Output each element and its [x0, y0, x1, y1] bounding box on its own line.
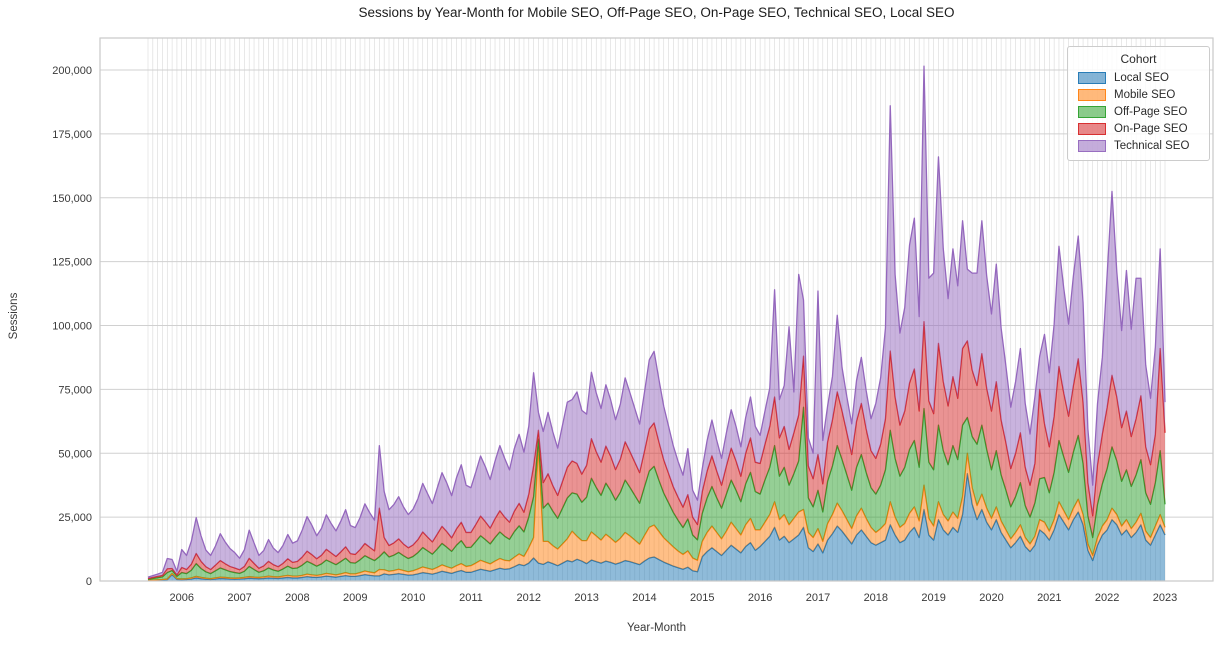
legend-item-off-page-seo: Off-Page SEO	[1068, 103, 1209, 120]
legend-swatch-mobile-seo	[1078, 88, 1106, 101]
svg-text:2023: 2023	[1153, 592, 1177, 604]
svg-text:150,000: 150,000	[52, 193, 92, 205]
svg-text:2007: 2007	[227, 592, 251, 604]
svg-text:2013: 2013	[574, 592, 598, 604]
svg-text:125,000: 125,000	[52, 257, 92, 269]
legend-swatch-on-page-seo	[1078, 122, 1106, 135]
svg-text:2017: 2017	[806, 592, 830, 604]
legend-label: Mobile SEO	[1114, 88, 1176, 101]
svg-text:2019: 2019	[921, 592, 945, 604]
area-technical-seo	[147, 65, 1166, 579]
legend-item-mobile-seo: Mobile SEO	[1068, 86, 1209, 103]
legend-label: Off-Page SEO	[1114, 105, 1188, 118]
y-tick-labels: 0 25,000 50,000 75,000 100,000 125,000 150,000…	[52, 65, 92, 588]
legend-label: On-Page SEO	[1114, 122, 1188, 135]
area-local-seo	[147, 473, 1166, 582]
legend-swatch-technical-seo	[1078, 139, 1106, 152]
svg-text:100,000: 100,000	[52, 321, 92, 333]
svg-text:175,000: 175,000	[52, 129, 92, 141]
svg-text:2012: 2012	[517, 592, 541, 604]
legend-label: Technical SEO	[1114, 139, 1190, 152]
svg-text:2016: 2016	[748, 592, 772, 604]
legend-item-local-seo: Local SEO	[1068, 69, 1209, 86]
svg-text:2009: 2009	[343, 592, 367, 604]
legend-item-technical-seo: Technical SEO	[1068, 137, 1209, 154]
svg-text:2011: 2011	[459, 592, 483, 604]
svg-text:0: 0	[86, 576, 92, 588]
svg-text:200,000: 200,000	[52, 65, 92, 77]
legend-swatch-local-seo	[1078, 71, 1106, 84]
legend-swatch-off-page-seo	[1078, 105, 1106, 118]
svg-text:2022: 2022	[1095, 592, 1119, 604]
y-axis-label: Sessions	[8, 292, 20, 340]
x-tick-labels: 2006 2007 2008 2009 2010 2011 2012 2013 2014 2015…	[169, 592, 1177, 604]
legend: Cohort Local SEO Mobile SEO Off-Page SEO On…	[1067, 46, 1210, 161]
legend-title: Cohort	[1120, 52, 1157, 66]
svg-text:75,000: 75,000	[58, 384, 92, 396]
x-axis-label: Year-Month	[626, 622, 687, 634]
svg-text:2020: 2020	[979, 592, 1003, 604]
svg-text:25,000: 25,000	[58, 512, 92, 524]
svg-text:2014: 2014	[632, 592, 656, 604]
svg-text:2015: 2015	[690, 592, 714, 604]
svg-text:2006: 2006	[169, 592, 193, 604]
chart-title: Sessions by Year-Month for Mobile SEO, O…	[358, 5, 955, 20]
legend-item-on-page-seo: On-Page SEO	[1068, 120, 1209, 137]
svg-text:2008: 2008	[285, 592, 309, 604]
legend-label: Local SEO	[1114, 71, 1169, 84]
svg-text:2018: 2018	[864, 592, 888, 604]
svg-text:2010: 2010	[401, 592, 425, 604]
svg-text:50,000: 50,000	[58, 448, 92, 460]
svg-text:2021: 2021	[1037, 592, 1061, 604]
plot-frame	[99, 37, 1214, 582]
legend-items: Local SEO Mobile SEO Off-Page SEO On-Page S…	[1068, 69, 1209, 154]
